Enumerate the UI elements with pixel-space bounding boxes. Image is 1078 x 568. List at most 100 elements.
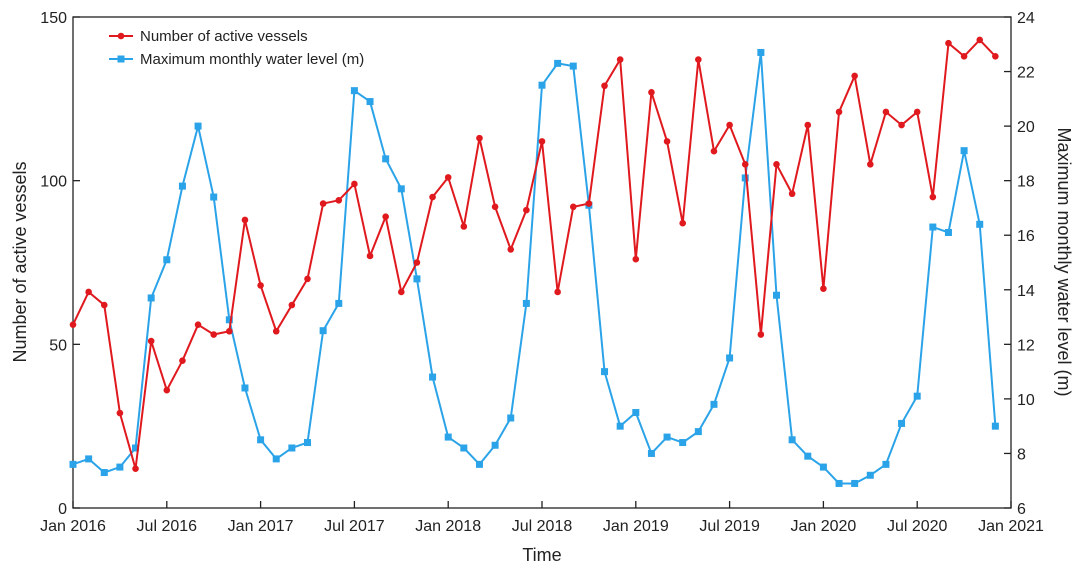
- data-point: [694, 428, 702, 436]
- data-point: [929, 223, 937, 231]
- right-y-tick-label: 14: [1017, 283, 1035, 300]
- data-point: [460, 223, 468, 230]
- data-point: [960, 147, 968, 155]
- data-point: [100, 469, 108, 477]
- data-point: [366, 252, 374, 260]
- data-point: [272, 455, 280, 463]
- data-point: [913, 108, 921, 116]
- data-point: [632, 409, 640, 417]
- x-tick-label: Jan 2017: [228, 518, 294, 535]
- left-y-tick-label: 50: [49, 337, 67, 354]
- data-point: [991, 422, 999, 430]
- data-point: [866, 471, 874, 479]
- data-point: [601, 82, 608, 90]
- data-point: [741, 161, 749, 168]
- data-point: [960, 52, 968, 60]
- data-point: [538, 81, 546, 89]
- data-point: [335, 299, 343, 307]
- data-point: [835, 479, 843, 487]
- data-point: [710, 400, 718, 408]
- right-y-tick-label: 6: [1017, 501, 1026, 518]
- data-point: [100, 301, 108, 309]
- left-y-tick-label: 150: [40, 10, 67, 27]
- right-y-tick-label: 12: [1017, 337, 1035, 354]
- x-tick-label: Jan 2016: [40, 518, 106, 535]
- data-point: [429, 373, 437, 381]
- data-point: [304, 275, 311, 283]
- data-point: [976, 220, 984, 228]
- data-point: [647, 449, 655, 457]
- series-line: [72, 38, 997, 470]
- data-point: [85, 455, 93, 463]
- data-point: [788, 436, 796, 444]
- data-point: [616, 56, 624, 63]
- data-point: [132, 465, 139, 473]
- data-point: [695, 56, 702, 63]
- data-point: [788, 190, 796, 198]
- data-point: [257, 436, 265, 444]
- left-y-axis-title: Number of active vessels: [10, 161, 30, 362]
- data-point: [773, 291, 780, 299]
- data-point: [648, 88, 655, 96]
- data-point: [350, 87, 358, 95]
- x-tick-label: Jul 2020: [887, 518, 948, 535]
- data-point: [944, 228, 952, 236]
- data-point: [147, 294, 155, 302]
- data-point: [522, 299, 530, 307]
- data-point: [679, 439, 687, 447]
- legend: Number of active vessels Maximum monthly…: [109, 28, 364, 68]
- data-point: [523, 206, 530, 214]
- right-y-tick-label: 10: [1017, 392, 1035, 409]
- data-point: [226, 327, 233, 335]
- right-y-tick-label: 24: [1017, 10, 1035, 27]
- data-point: [601, 368, 609, 376]
- data-point: [397, 185, 405, 193]
- data-point: [194, 122, 202, 130]
- data-point: [69, 460, 77, 468]
- data-point: [382, 213, 389, 220]
- x-axis-title: Time: [522, 545, 561, 565]
- legend-marker-water-level: [117, 55, 125, 63]
- data-point: [679, 219, 686, 227]
- legend-marker-vessels: [117, 32, 125, 40]
- right-y-tick-label: 20: [1017, 119, 1035, 136]
- data-point: [194, 321, 202, 328]
- series-vessels: [69, 36, 999, 473]
- data-point: [632, 255, 640, 263]
- data-point: [413, 275, 421, 283]
- data-point: [726, 354, 734, 362]
- x-tick-label: Jul 2017: [324, 518, 385, 535]
- data-point: [335, 197, 343, 204]
- left-y-tick-label: 0: [58, 501, 67, 518]
- right-y-tick-label: 8: [1017, 446, 1026, 463]
- data-point: [429, 193, 436, 201]
- data-point: [976, 36, 984, 44]
- data-point: [616, 422, 624, 430]
- data-point: [710, 147, 718, 155]
- data-point: [257, 282, 264, 289]
- data-point: [69, 321, 77, 328]
- x-tick-label: Jul 2016: [137, 518, 198, 535]
- data-point: [569, 62, 577, 70]
- left-y-axis: 0 50 100 150: [40, 10, 80, 518]
- data-point: [147, 337, 155, 345]
- legend-label-water-level: Maximum monthly water level (m): [140, 51, 364, 68]
- data-point: [366, 98, 374, 106]
- left-y-tick-label: 100: [40, 174, 67, 191]
- data-point: [476, 134, 483, 142]
- data-point: [507, 246, 515, 253]
- data-point: [804, 452, 812, 460]
- data-point: [132, 444, 140, 452]
- data-point: [491, 441, 499, 449]
- series-water-level: [69, 48, 999, 487]
- data-point: [460, 444, 468, 452]
- right-y-axis: 6 8 10 12 14 16 18 20 22 24: [1004, 10, 1035, 518]
- data-point: [85, 288, 92, 296]
- data-point: [210, 193, 218, 201]
- data-point: [851, 72, 858, 80]
- data-point: [241, 384, 249, 392]
- data-point: [741, 174, 749, 182]
- data-point: [241, 216, 249, 224]
- data-point: [288, 301, 296, 309]
- data-point: [288, 444, 296, 452]
